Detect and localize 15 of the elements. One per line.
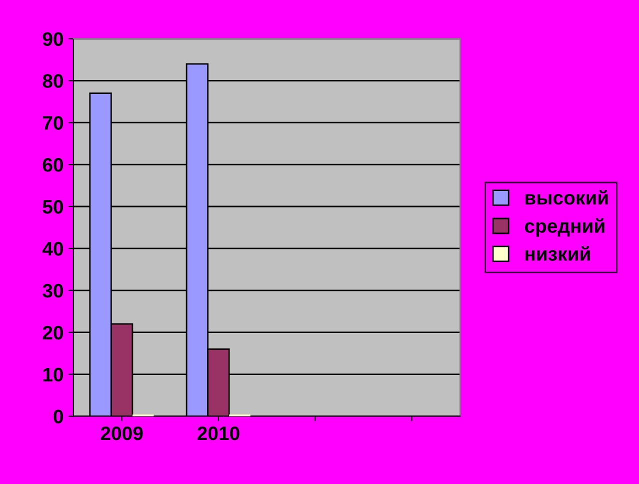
legend-label: низкий xyxy=(526,246,590,261)
y-tick-label: 50 xyxy=(42,200,63,214)
legend-label: высокий xyxy=(526,190,608,205)
legend-label: средний xyxy=(524,218,604,237)
y-tick-label: 20 xyxy=(42,326,63,340)
y-tick-label: 10 xyxy=(43,368,63,382)
y-tick-label: 60 xyxy=(42,158,63,172)
x-tick-label: 2010 xyxy=(198,426,240,440)
y-tick-label: 90 xyxy=(42,32,63,46)
x-tick-label: 2009 xyxy=(100,426,143,440)
y-tick-label: 70 xyxy=(42,116,63,130)
y-tick-label: 80 xyxy=(42,74,63,88)
y-tick-label: 40 xyxy=(42,242,63,256)
y-tick-label: 0 xyxy=(54,410,63,424)
y-tick-label: 30 xyxy=(42,284,63,298)
